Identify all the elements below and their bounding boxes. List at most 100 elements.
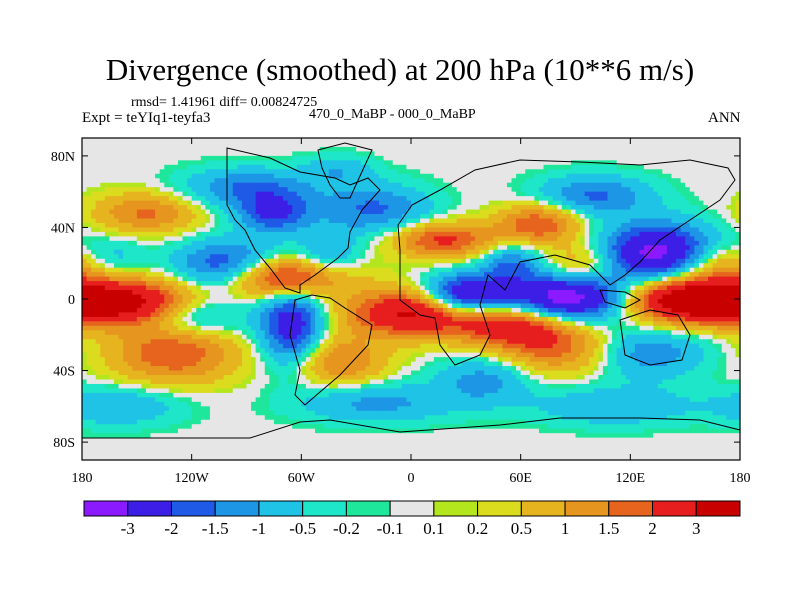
field-cell [155,160,161,166]
field-cell [205,276,211,282]
field-cell [666,214,673,220]
field-cell [529,209,535,215]
field-cell [342,222,348,229]
field-cell [219,187,225,193]
field-cell [465,214,471,220]
field-cell [173,155,179,161]
field-cell [506,218,513,224]
field-cell [479,187,485,193]
field-cell [735,236,741,242]
field-cell [662,182,668,188]
field-cell [223,146,229,153]
field-cell [324,155,330,161]
field-cell [630,276,636,282]
field-cell [347,214,353,220]
field-cell [543,169,549,175]
field-cell [365,205,371,211]
field-cell [525,138,531,144]
field-cell [580,222,586,229]
field-cell [196,281,202,287]
field-cell [685,146,691,153]
field-cell [557,187,563,193]
field-cell [602,164,609,170]
field-cell [566,142,572,148]
field-cell [347,205,353,211]
field-cell [118,245,124,251]
field-cell [365,240,371,246]
field-cell [420,227,426,233]
field-cell [196,187,202,193]
field-cell [570,227,577,233]
field-cell [351,178,357,184]
field-cell [95,258,101,264]
field-cell [516,173,522,179]
field-cell [324,187,330,193]
field-cell [388,214,394,220]
field-cell [424,231,430,237]
field-cell [205,285,211,291]
field-cell [721,146,727,153]
field-cell [447,245,453,251]
field-cell [580,272,586,278]
field-cell [118,169,124,175]
field-cell [411,169,417,175]
field-cell [529,254,535,260]
field-cell [123,200,129,206]
field-cell [411,263,417,269]
field-cell [730,200,737,206]
field-cell [310,222,316,229]
field-cell [520,285,526,291]
field-cell [301,227,307,233]
field-cell [255,205,261,211]
field-cell [465,258,471,264]
field-cell [698,187,705,193]
field-cell [164,240,170,246]
field-cell [438,205,444,211]
field-cell [493,281,499,287]
field-cell [177,182,184,188]
field-cell [164,281,170,287]
field-cell [205,138,211,144]
field-cell [145,191,152,197]
field-cell [104,191,111,197]
field-cell [433,258,440,264]
field-cell [452,249,458,255]
field-cell [232,285,238,291]
field-cell [566,218,572,224]
field-cell [602,231,609,237]
field-cell [520,218,526,224]
field-cell [648,178,654,184]
field-cell [369,178,376,184]
field-cell [82,182,88,188]
field-cell [310,290,316,296]
field-cell [232,169,238,175]
field-cell [726,160,732,166]
field-cell [657,182,663,188]
field-cell [269,182,275,188]
field-cell [511,254,517,260]
field-cell [538,146,545,153]
field-cell [648,214,654,220]
field-cell [95,160,101,166]
field-cell [342,191,348,197]
field-cell [315,151,321,157]
field-cell [657,164,663,170]
field-cell [401,281,408,287]
field-cell [497,160,503,166]
field-cell [292,160,298,166]
field-cell [671,218,677,224]
field-cell [474,267,481,273]
field-cell [214,267,220,273]
field-cell [241,285,248,291]
field-cell [273,263,280,269]
field-cell [488,258,494,264]
field-cell [191,164,197,170]
field-cell [598,155,604,161]
field-cell [264,272,270,278]
field-cell [196,214,202,220]
field-cell [653,281,659,287]
field-cell [251,222,257,229]
field-cell [159,169,165,175]
field-cell [168,240,174,246]
field-cell [296,276,302,282]
